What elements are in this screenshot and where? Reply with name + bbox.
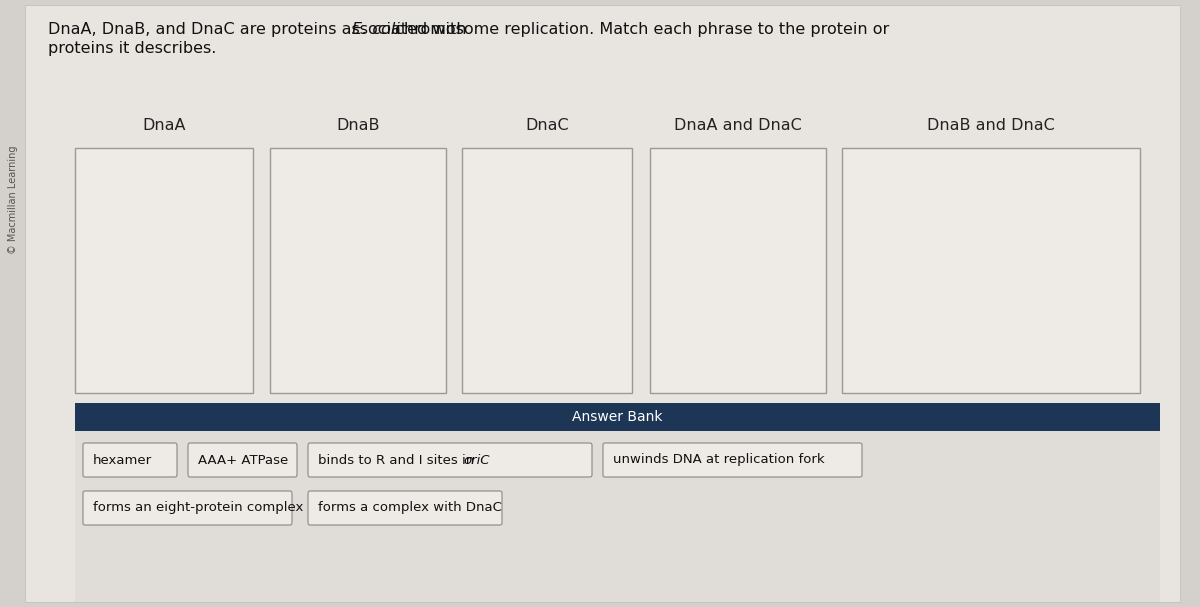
- Text: DnaA and DnaC: DnaA and DnaC: [674, 118, 802, 133]
- FancyBboxPatch shape: [308, 491, 502, 525]
- Text: AAA+ ATPase: AAA+ ATPase: [198, 453, 288, 467]
- FancyBboxPatch shape: [74, 431, 1160, 602]
- Text: oriC: oriC: [463, 453, 490, 467]
- Text: unwinds DNA at replication fork: unwinds DNA at replication fork: [613, 453, 824, 467]
- FancyBboxPatch shape: [308, 443, 592, 477]
- FancyBboxPatch shape: [842, 148, 1140, 393]
- Text: binds to R and I sites in: binds to R and I sites in: [318, 453, 479, 467]
- Text: E. coli: E. coli: [352, 22, 400, 37]
- FancyBboxPatch shape: [650, 148, 826, 393]
- FancyBboxPatch shape: [83, 443, 178, 477]
- Text: Answer Bank: Answer Bank: [572, 410, 662, 424]
- Text: DnaC: DnaC: [526, 118, 569, 133]
- FancyBboxPatch shape: [188, 443, 298, 477]
- Text: DnaA: DnaA: [143, 118, 186, 133]
- Text: DnaB: DnaB: [336, 118, 379, 133]
- Text: proteins it describes.: proteins it describes.: [48, 41, 216, 56]
- FancyBboxPatch shape: [270, 148, 446, 393]
- FancyBboxPatch shape: [25, 5, 1180, 602]
- FancyBboxPatch shape: [83, 491, 292, 525]
- Text: DnaB and DnaC: DnaB and DnaC: [928, 118, 1055, 133]
- Text: hexamer: hexamer: [94, 453, 152, 467]
- Text: forms a complex with DnaC: forms a complex with DnaC: [318, 501, 502, 515]
- Text: DnaA, DnaB, and DnaC are proteins associated with: DnaA, DnaB, and DnaC are proteins associ…: [48, 22, 472, 37]
- FancyBboxPatch shape: [74, 403, 1160, 431]
- FancyBboxPatch shape: [462, 148, 632, 393]
- FancyBboxPatch shape: [74, 148, 253, 393]
- Text: chromosome replication. Match each phrase to the protein or: chromosome replication. Match each phras…: [390, 22, 889, 37]
- FancyBboxPatch shape: [604, 443, 862, 477]
- Text: forms an eight-protein complex: forms an eight-protein complex: [94, 501, 304, 515]
- Text: © Macmillan Learning: © Macmillan Learning: [8, 146, 18, 254]
